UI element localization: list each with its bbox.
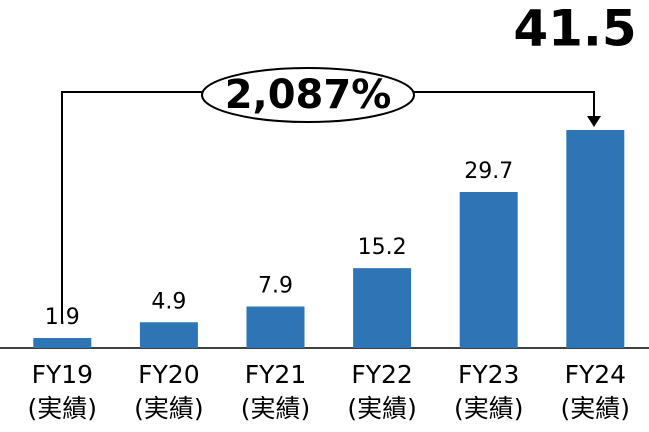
value-label: 29.7 (464, 159, 513, 184)
x-tick-sublabel: (実績) (134, 394, 204, 423)
value-label: 41.5 (513, 0, 636, 58)
bar (246, 306, 305, 348)
value-label: 1.9 (45, 305, 80, 330)
value-label: 7.9 (258, 274, 293, 299)
x-tick-sublabel: (実績) (28, 394, 98, 423)
arrow-head (587, 116, 601, 127)
x-tick-sublabel: (実績) (347, 394, 417, 423)
annotation: 2,087% (225, 72, 392, 118)
x-tick-sublabel: (実績) (454, 394, 524, 423)
annotation-ellipse (201, 67, 415, 123)
bar (459, 191, 518, 348)
value-label: 4.9 (151, 289, 186, 314)
bar (566, 130, 625, 348)
x-tick-label: FY22 (351, 360, 412, 389)
x-tick-label: FY20 (138, 360, 199, 389)
x-tick-label: FY23 (458, 360, 519, 389)
x-tick-sublabel: (実績) (241, 394, 311, 423)
x-tick-sublabel: (実績) (561, 394, 631, 423)
bar (33, 338, 92, 348)
x-tick-label: FY21 (245, 360, 306, 389)
bar (139, 322, 198, 348)
x-tick-label: FY19 (32, 360, 93, 389)
x-tick-label: FY24 (565, 360, 626, 389)
bar (353, 268, 412, 348)
value-label: 15.2 (358, 235, 407, 260)
